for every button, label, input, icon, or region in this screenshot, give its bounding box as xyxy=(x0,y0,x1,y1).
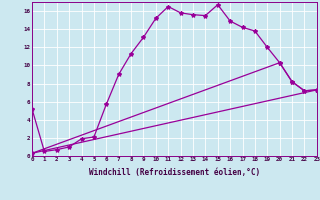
X-axis label: Windchill (Refroidissement éolien,°C): Windchill (Refroidissement éolien,°C) xyxy=(89,168,260,177)
